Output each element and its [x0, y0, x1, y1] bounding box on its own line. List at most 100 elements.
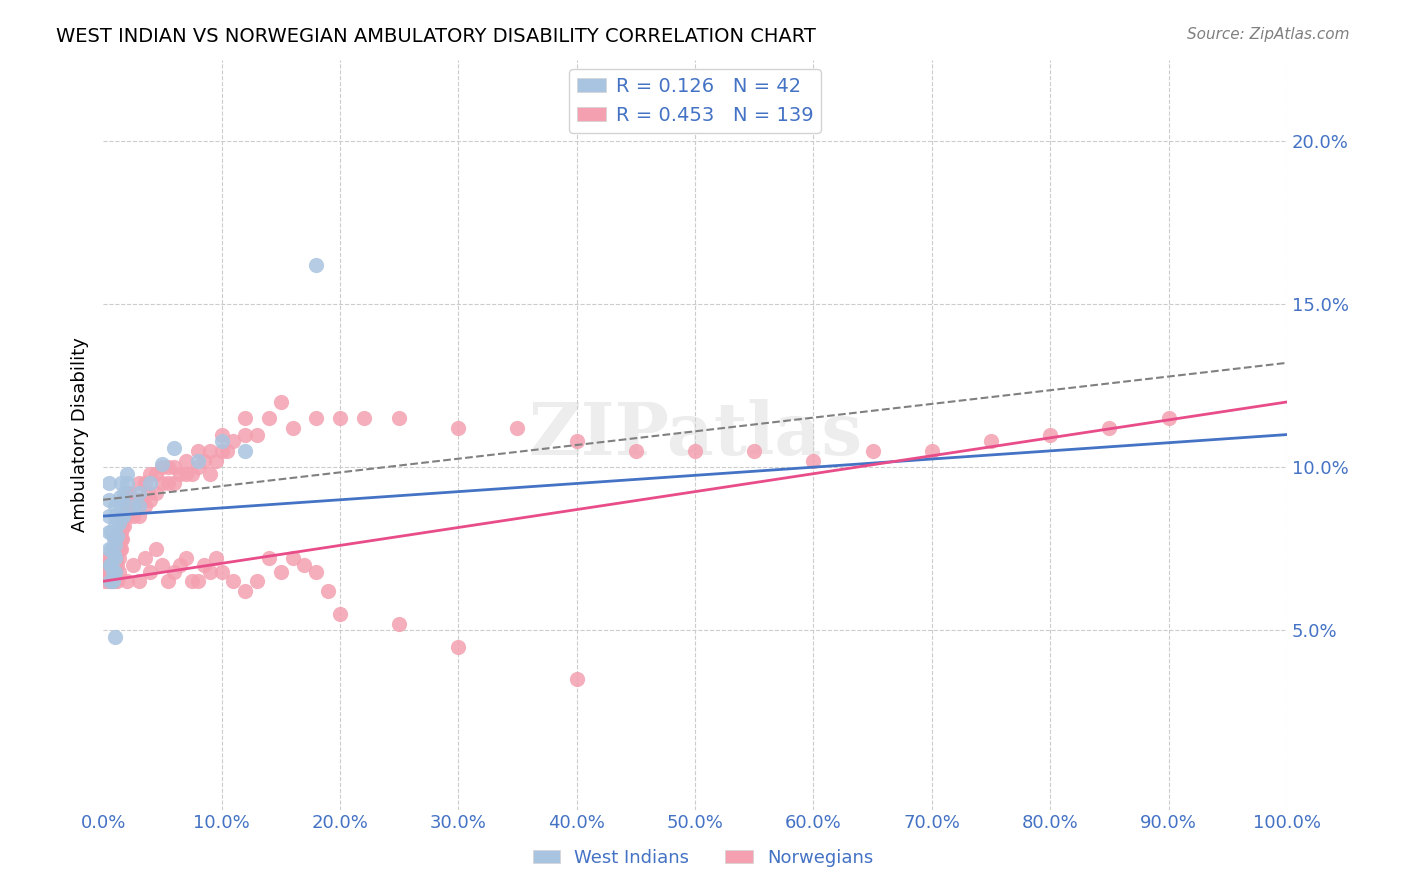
Point — [281, 421, 304, 435]
Point — [107, 516, 129, 530]
Point — [222, 574, 245, 589]
Point — [198, 565, 221, 579]
Point — [112, 509, 135, 524]
Point — [211, 434, 233, 448]
Point — [388, 411, 411, 425]
Point — [100, 541, 122, 556]
Point — [100, 565, 122, 579]
Point — [150, 476, 173, 491]
Point — [233, 427, 256, 442]
Point — [1157, 411, 1180, 425]
Point — [193, 453, 215, 467]
Point — [150, 558, 173, 572]
Point — [211, 443, 233, 458]
Point — [270, 565, 292, 579]
Point — [103, 574, 125, 589]
Point — [98, 492, 121, 507]
Point — [305, 565, 328, 579]
Point — [139, 467, 162, 481]
Point — [105, 541, 128, 556]
Point — [104, 551, 127, 566]
Point — [110, 525, 132, 540]
Point — [447, 421, 470, 435]
Point — [233, 411, 256, 425]
Point — [111, 492, 134, 507]
Point — [104, 519, 127, 533]
Point — [163, 441, 186, 455]
Point — [921, 443, 943, 458]
Point — [101, 574, 124, 589]
Point — [107, 532, 129, 546]
Point — [139, 565, 162, 579]
Point — [98, 574, 121, 589]
Point — [134, 476, 156, 491]
Point — [388, 616, 411, 631]
Point — [128, 509, 150, 524]
Point — [174, 467, 197, 481]
Point — [98, 509, 121, 524]
Point — [128, 492, 150, 507]
Point — [110, 500, 132, 514]
Point — [169, 558, 191, 572]
Point — [118, 486, 141, 500]
Text: Source: ZipAtlas.com: Source: ZipAtlas.com — [1187, 27, 1350, 42]
Legend: West Indians, Norwegians: West Indians, Norwegians — [526, 842, 880, 874]
Point — [100, 558, 122, 572]
Point — [222, 434, 245, 448]
Point — [111, 519, 134, 533]
Point — [121, 492, 143, 507]
Point — [124, 500, 146, 514]
Point — [174, 551, 197, 566]
Point — [100, 574, 122, 589]
Point — [257, 551, 280, 566]
Point — [187, 443, 209, 458]
Point — [353, 411, 375, 425]
Point — [163, 565, 186, 579]
Point — [108, 541, 131, 556]
Point — [105, 558, 128, 572]
Point — [163, 460, 186, 475]
Point — [187, 574, 209, 589]
Point — [111, 509, 134, 524]
Point — [101, 565, 124, 579]
Point — [157, 574, 180, 589]
Point — [115, 574, 138, 589]
Point — [121, 558, 143, 572]
Point — [565, 672, 588, 686]
Point — [187, 460, 209, 475]
Point — [128, 486, 150, 500]
Point — [281, 551, 304, 566]
Point — [115, 500, 138, 514]
Point — [96, 558, 118, 572]
Point — [329, 411, 352, 425]
Point — [98, 541, 121, 556]
Point — [103, 541, 125, 556]
Point — [145, 486, 167, 500]
Point — [98, 558, 121, 572]
Point — [128, 574, 150, 589]
Point — [624, 443, 647, 458]
Point — [121, 509, 143, 524]
Point — [204, 453, 226, 467]
Point — [157, 460, 180, 475]
Point — [115, 509, 138, 524]
Point — [104, 630, 127, 644]
Point — [150, 460, 173, 475]
Point — [98, 565, 121, 579]
Point — [98, 565, 121, 579]
Point — [114, 486, 136, 500]
Point — [98, 574, 121, 589]
Point — [316, 584, 339, 599]
Y-axis label: Ambulatory Disability: Ambulatory Disability — [72, 337, 89, 532]
Point — [100, 558, 122, 572]
Point — [101, 565, 124, 579]
Point — [565, 434, 588, 448]
Point — [174, 453, 197, 467]
Point — [204, 551, 226, 566]
Point — [105, 541, 128, 556]
Point — [110, 476, 132, 491]
Point — [105, 529, 128, 543]
Point — [105, 532, 128, 546]
Legend: R = 0.126   N = 42, R = 0.453   N = 139: R = 0.126 N = 42, R = 0.453 N = 139 — [569, 70, 821, 133]
Point — [1098, 421, 1121, 435]
